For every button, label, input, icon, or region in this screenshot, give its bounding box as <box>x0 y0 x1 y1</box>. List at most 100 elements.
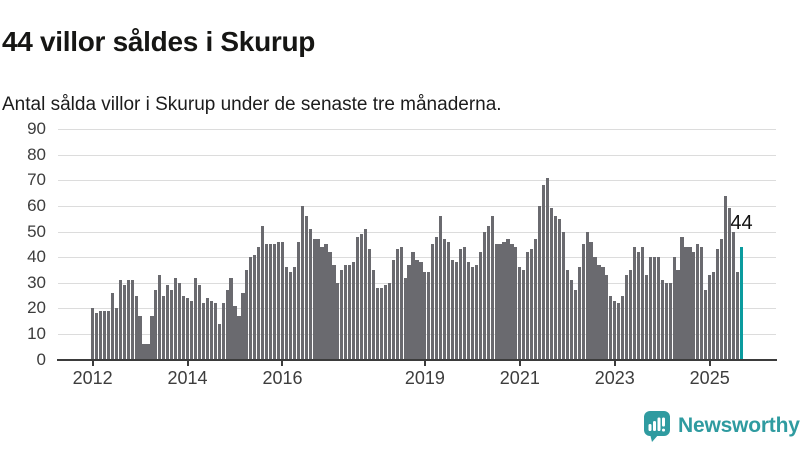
bar <box>288 272 292 360</box>
bar <box>185 298 190 360</box>
bar <box>609 295 613 360</box>
bar <box>621 295 625 360</box>
bar <box>98 310 103 360</box>
bar <box>672 257 676 360</box>
x-axis-tick-label: 2023 <box>594 367 635 388</box>
bar <box>213 303 217 360</box>
bar <box>387 282 391 360</box>
bar <box>423 272 427 360</box>
bar <box>193 277 198 360</box>
bar <box>134 295 138 360</box>
bar <box>589 241 593 360</box>
bar <box>490 216 494 360</box>
bar <box>272 244 277 360</box>
bar <box>201 303 205 360</box>
bar <box>197 285 201 360</box>
y-axis-tick-label: 60 <box>27 195 46 215</box>
bar <box>720 239 724 360</box>
bar <box>257 246 261 360</box>
y-axis-tick-label: 30 <box>27 272 46 292</box>
bar <box>363 228 368 360</box>
bar <box>375 287 380 360</box>
bar <box>162 295 166 360</box>
bar <box>458 249 463 360</box>
bar <box>221 303 225 360</box>
bar <box>648 257 652 360</box>
bar <box>514 246 518 360</box>
bar <box>146 344 150 360</box>
bar <box>625 275 629 360</box>
bar <box>692 251 696 360</box>
bar <box>269 244 273 360</box>
bar <box>454 262 459 360</box>
bar <box>498 244 502 360</box>
bar <box>561 231 565 360</box>
x-axis-line <box>57 358 777 361</box>
bar <box>356 236 360 360</box>
bar <box>237 315 241 360</box>
bar <box>399 246 403 360</box>
x-axis-tick-label: 2012 <box>72 367 113 388</box>
bar <box>383 285 387 360</box>
gridline <box>57 231 776 233</box>
bar <box>328 251 332 360</box>
bar <box>122 285 126 360</box>
bar <box>403 277 407 360</box>
bar <box>462 246 467 360</box>
bar <box>233 305 237 360</box>
gridline <box>57 154 776 156</box>
bar <box>735 272 739 360</box>
bar <box>549 208 554 360</box>
bar <box>158 275 162 360</box>
bar <box>106 310 110 360</box>
bar <box>284 267 289 360</box>
bar <box>712 272 716 360</box>
bar <box>324 244 328 360</box>
x-axis-tick-label: 2025 <box>689 367 730 388</box>
bar <box>731 231 736 360</box>
chart-subtitle: Antal sålda villor i Skurup under de sen… <box>2 94 502 115</box>
bar <box>486 226 490 360</box>
bar <box>419 262 423 360</box>
bar <box>494 244 498 360</box>
bar <box>154 290 158 360</box>
x-axis-tick-label: 2021 <box>499 367 540 388</box>
bar <box>217 323 221 360</box>
bar <box>522 269 526 360</box>
x-axis-tick <box>518 360 521 366</box>
bar <box>696 244 700 360</box>
x-axis-tick <box>281 360 284 366</box>
bar <box>253 254 257 360</box>
bar <box>261 226 265 360</box>
bar <box>435 236 439 360</box>
bar <box>502 241 506 360</box>
bar <box>510 244 514 360</box>
bar <box>632 246 637 360</box>
y-axis-tick-label: 40 <box>27 247 46 267</box>
bar <box>593 257 597 360</box>
bar <box>166 285 170 360</box>
bar <box>130 280 134 360</box>
bar <box>723 195 728 360</box>
bar <box>241 292 245 360</box>
bar <box>581 244 585 360</box>
bar <box>94 313 99 360</box>
bar <box>209 300 213 360</box>
bar <box>178 282 182 360</box>
gridline <box>57 257 776 259</box>
bar <box>474 264 478 360</box>
bar <box>466 262 470 360</box>
bar <box>249 257 253 360</box>
bar <box>411 251 415 360</box>
bar <box>684 246 688 360</box>
bar <box>585 231 589 360</box>
bar <box>118 280 122 360</box>
bar <box>629 269 633 360</box>
bar <box>300 205 304 360</box>
y-axis-tick-label: 0 <box>36 349 46 369</box>
bar <box>644 275 649 360</box>
bar <box>439 216 443 360</box>
bar <box>478 251 482 360</box>
bar <box>367 249 372 360</box>
